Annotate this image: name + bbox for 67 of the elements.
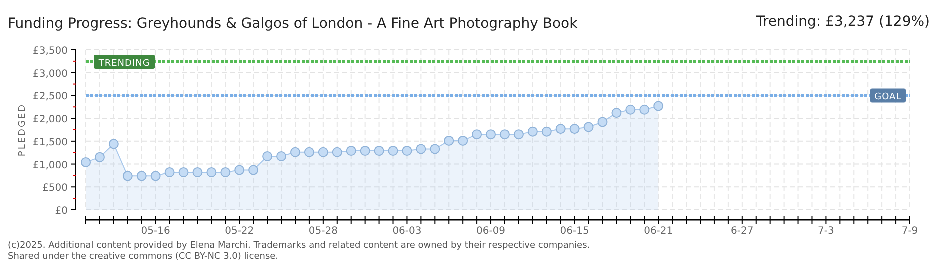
point bbox=[374, 146, 384, 156]
x-tick-label: 06-21 bbox=[644, 226, 674, 237]
point bbox=[612, 108, 622, 118]
point bbox=[486, 130, 496, 140]
point bbox=[360, 146, 370, 156]
y-axis-title: PLEDGED bbox=[18, 103, 28, 157]
point bbox=[500, 130, 510, 140]
point bbox=[220, 168, 231, 178]
x-tick-label: 7-3 bbox=[818, 226, 834, 237]
point bbox=[248, 165, 259, 176]
point bbox=[108, 139, 119, 150]
point bbox=[416, 144, 426, 154]
y-tick-label: £2,500 bbox=[33, 92, 68, 103]
y-tick-label: £1,500 bbox=[33, 137, 68, 148]
x-tick-label: 05-16 bbox=[141, 226, 170, 237]
point bbox=[430, 144, 440, 154]
point bbox=[332, 147, 342, 158]
x-tick-label: 6-27 bbox=[731, 226, 754, 237]
point bbox=[654, 101, 664, 112]
point bbox=[318, 147, 328, 158]
y-tick-label: £2,000 bbox=[33, 114, 68, 126]
point bbox=[81, 157, 91, 168]
y-tick-label: £0 bbox=[55, 206, 68, 217]
point bbox=[528, 126, 538, 137]
text: Shared under the creative commons (CC BY-NC 3.0) license. bbox=[8, 252, 279, 262]
chart-subtitle: Trending: £3,237 (129%) bbox=[755, 14, 930, 30]
x-tick-label: 7-9 bbox=[902, 226, 918, 237]
chart-title: Funding Progress: Greyhounds & Galgos of London - A Fine Art Photography Book bbox=[8, 16, 579, 32]
point bbox=[136, 171, 147, 182]
text: (c)2025. Additional content provided by Elena Marchi. Trademarks and related content are owned by their respective companies. bbox=[8, 241, 590, 251]
x-tick-label: 06-15 bbox=[560, 226, 590, 237]
point bbox=[514, 130, 524, 140]
y-tick-label: £1,000 bbox=[33, 160, 68, 172]
point bbox=[94, 152, 105, 162]
point bbox=[164, 168, 175, 178]
point bbox=[150, 171, 161, 182]
x-tick-label: 06-03 bbox=[392, 226, 422, 237]
point bbox=[122, 171, 133, 182]
ref-line-label: TRENDING bbox=[98, 59, 150, 70]
point bbox=[192, 168, 203, 178]
point bbox=[234, 165, 245, 176]
point bbox=[304, 147, 314, 158]
y-tick-label: £3,500 bbox=[33, 46, 68, 57]
point bbox=[276, 152, 287, 162]
point bbox=[290, 147, 300, 158]
point bbox=[570, 124, 580, 134]
point bbox=[598, 117, 608, 128]
point bbox=[388, 146, 398, 156]
point bbox=[402, 146, 412, 156]
point bbox=[458, 136, 468, 146]
y-tick-label: £3,000 bbox=[33, 68, 68, 80]
x-tick-label: 06-09 bbox=[476, 226, 506, 237]
point bbox=[472, 130, 482, 140]
point bbox=[640, 104, 650, 115]
x-tick-label: 05-28 bbox=[308, 226, 338, 237]
point bbox=[444, 136, 454, 146]
point bbox=[206, 168, 217, 178]
point bbox=[346, 146, 356, 156]
x-tick-label: 05-22 bbox=[225, 226, 254, 237]
ref-line-label: GOAL bbox=[874, 92, 902, 103]
point bbox=[542, 126, 552, 137]
point bbox=[178, 168, 189, 178]
point bbox=[262, 152, 273, 162]
point bbox=[626, 104, 636, 115]
point bbox=[584, 122, 594, 132]
y-tick-label: £500 bbox=[42, 183, 68, 194]
point bbox=[556, 124, 566, 134]
